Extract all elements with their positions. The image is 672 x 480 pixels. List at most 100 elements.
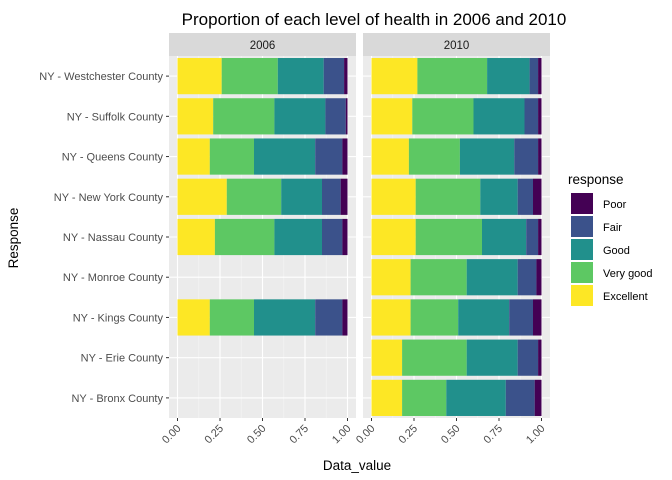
bar-2010-ny-erie-county-very-good [402, 339, 467, 376]
legend-swatch-poor [571, 193, 593, 214]
bar-2006-ny-suffolk-county-good [274, 98, 326, 135]
bar-2006-ny-suffolk-county-very-good [213, 98, 275, 135]
bar-2010-ny-nassau-county-very-good [415, 218, 482, 256]
bar-2010-ny-nassau-county-fair [526, 218, 539, 256]
bar-2010-ny-kings-county-fair [509, 299, 533, 336]
bar-2010-ny-erie-county-poor [538, 339, 542, 376]
bar-2006-ny-nassau-county-very-good [214, 218, 275, 256]
y-tick-label: NY - Monroe County [63, 272, 164, 284]
bar-2010-ny-westchester-county-good [487, 58, 530, 95]
legend-swatch-fair [571, 216, 593, 237]
bar-2006-ny-westchester-county-excellent [177, 58, 222, 95]
bar-2010-ny-suffolk-county-excellent [371, 98, 413, 135]
bar-2006-ny-new-york-county-very-good [226, 178, 282, 215]
bar-2010-ny-nassau-county-good [482, 218, 527, 256]
bar-2010-ny-suffolk-county-good [473, 98, 525, 135]
legend: response Poor Fair Good Very good Excellent [568, 172, 653, 306]
legend-swatch-good [571, 239, 593, 260]
facet-strip-label: 2010 [444, 40, 470, 52]
legend-swatch-very-good [571, 262, 593, 283]
legend-label-good: Good [603, 245, 630, 257]
bar-2010-ny-queens-county-poor [538, 138, 542, 175]
bar-2006-ny-queens-county-fair [315, 138, 343, 175]
y-tick-label: NY - Bronx County [71, 393, 163, 405]
legend-label-fair: Fair [603, 222, 622, 234]
y-tick-label: NY - Suffolk County [67, 111, 164, 123]
bar-2010-ny-nassau-county-poor [538, 218, 542, 256]
bar-2006-ny-new-york-county-fair [322, 178, 341, 215]
bar-2006-ny-suffolk-county-fair [325, 98, 346, 135]
y-tick-label: NY - Erie County [81, 353, 164, 365]
y-tick-label: NY - Queens County [62, 152, 164, 164]
legend-label-poor: Poor [603, 199, 627, 211]
bar-2006-ny-new-york-county-poor [340, 178, 348, 215]
bar-2010-ny-monroe-county-good [466, 259, 518, 296]
bar-2006-ny-nassau-county-good [274, 218, 322, 256]
chart-title: Proportion of each level of health in 20… [182, 10, 567, 29]
bar-2010-ny-new-york-county-poor [533, 178, 542, 215]
x-axis-title: Data_value [323, 458, 391, 473]
bar-2010-ny-westchester-county-excellent [371, 58, 418, 95]
bar-2006-ny-kings-county-fair [315, 299, 343, 336]
bar-2006-ny-kings-county-very-good [209, 299, 254, 336]
y-tick-label: NY - Kings County [73, 312, 164, 324]
facet-strip [363, 33, 550, 56]
bar-2006-ny-nassau-county-excellent [177, 218, 215, 256]
bar-2006-ny-kings-county-poor [342, 299, 348, 336]
bar-2010-ny-monroe-county-poor [536, 259, 542, 296]
bar-2006-ny-nassau-county-fair [322, 218, 343, 256]
bar-2010-ny-monroe-county-fair [517, 259, 537, 296]
bar-2010-ny-monroe-county-very-good [410, 259, 467, 296]
bar-2006-ny-new-york-county-good [281, 178, 322, 215]
y-tick-label: NY - Nassau County [63, 232, 164, 244]
bar-2010-ny-nassau-county-excellent [371, 218, 416, 256]
bar-2010-ny-suffolk-county-very-good [412, 98, 474, 135]
bar-2010-ny-westchester-county-fair [529, 58, 539, 95]
bar-2010-ny-kings-county-very-good [410, 299, 459, 336]
bar-2006-ny-kings-county-excellent [177, 299, 210, 336]
y-axis-title: Response [6, 208, 21, 269]
bar-2006-ny-suffolk-county-poor [345, 98, 348, 135]
bar-2010-ny-erie-county-excellent [371, 339, 403, 376]
bar-2010-ny-suffolk-county-fair [524, 98, 539, 135]
bar-2010-ny-bronx-county-good [446, 379, 506, 416]
bar-2010-ny-queens-county-excellent [371, 138, 409, 175]
bar-2010-ny-queens-county-fair [514, 138, 539, 175]
bar-2010-ny-monroe-county-excellent [371, 259, 411, 296]
bar-2010-ny-erie-county-fair [517, 339, 539, 376]
bar-2006-ny-new-york-county-excellent [177, 178, 227, 215]
bar-2006-ny-nassau-county-poor [342, 218, 348, 256]
bar-2010-ny-new-york-county-excellent [371, 178, 416, 215]
bar-2010-ny-bronx-county-fair [505, 379, 535, 416]
facet-strip [169, 33, 356, 56]
bar-2010-ny-new-york-county-very-good [415, 178, 481, 215]
bar-2010-ny-westchester-county-very-good [417, 58, 488, 95]
legend-swatch-excellent [571, 285, 593, 306]
y-tick-label: NY - Westchester County [39, 71, 163, 83]
bar-2010-ny-bronx-county-excellent [371, 379, 403, 416]
bar-2010-ny-kings-county-poor [533, 299, 542, 336]
bar-2006-ny-queens-county-excellent [177, 138, 210, 175]
bar-2006-ny-westchester-county-good [277, 58, 324, 95]
bar-2010-ny-queens-county-very-good [408, 138, 460, 175]
bar-2006-ny-queens-county-good [254, 138, 316, 175]
bar-2006-ny-queens-county-very-good [209, 138, 254, 175]
bar-2010-ny-suffolk-county-poor [538, 98, 542, 135]
bar-2010-ny-westchester-county-poor [538, 58, 542, 95]
bar-2006-ny-queens-county-poor [342, 138, 348, 175]
legend-title: response [568, 172, 624, 187]
bar-2006-ny-westchester-county-very-good [221, 58, 278, 95]
bar-2006-ny-westchester-county-poor [344, 58, 348, 95]
legend-label-excellent: Excellent [603, 291, 648, 303]
bar-2006-ny-suffolk-county-excellent [177, 98, 214, 135]
bar-2010-ny-erie-county-good [466, 339, 518, 376]
bar-2010-ny-bronx-county-poor [534, 379, 542, 416]
bar-2006-ny-kings-county-good [254, 299, 316, 336]
bar-2010-ny-queens-county-good [459, 138, 515, 175]
bar-2010-ny-new-york-county-fair [517, 178, 533, 215]
y-tick-label: NY - New York County [54, 192, 164, 204]
